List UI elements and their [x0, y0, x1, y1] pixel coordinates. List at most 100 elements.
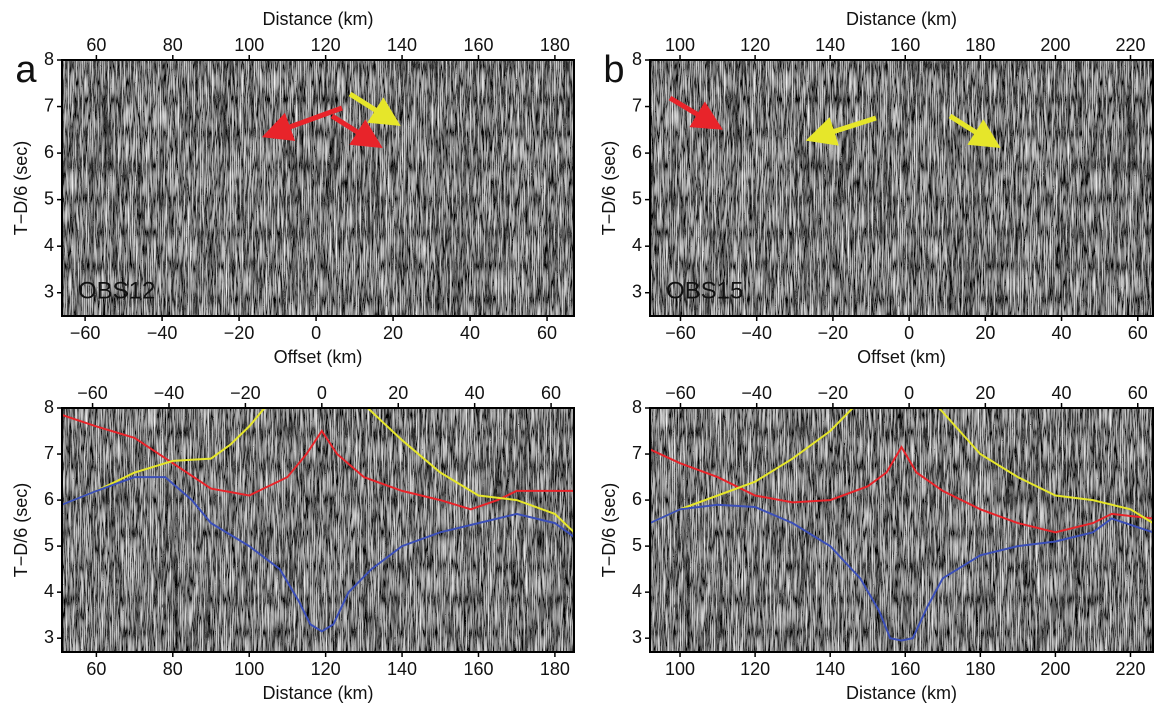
station-label: OBS12: [78, 277, 155, 304]
seismic-background: [650, 408, 1153, 652]
annotation-arrows: [261, 91, 1001, 149]
y-tick-label: 5: [44, 535, 54, 555]
plot-frame: [61, 407, 575, 653]
x-tick-label: 120: [740, 659, 770, 679]
x-tick-label: −40: [741, 323, 772, 343]
seismic-background: [62, 408, 574, 652]
x2-tick-label: 20: [388, 383, 408, 403]
panel-label: a: [15, 49, 37, 91]
y-tick-label: 3: [44, 627, 54, 647]
station-label: OBS15: [666, 277, 743, 304]
x2-axis-label: Distance (km): [262, 9, 373, 29]
x-tick-label: 60: [86, 659, 106, 679]
x-tick-label: 100: [234, 659, 264, 679]
x-tick-label: 180: [540, 659, 570, 679]
y-tick-label: 3: [632, 281, 642, 301]
x-tick-label: 200: [1040, 659, 1070, 679]
seismic-background: [650, 60, 1153, 316]
y-tick-label: 8: [632, 397, 642, 417]
travel-time-curve: [62, 476, 574, 633]
x2-tick-label: 0: [904, 383, 914, 403]
arrow: [668, 95, 723, 130]
x-tick-label: 0: [904, 323, 914, 343]
y-tick-label: 5: [44, 188, 54, 208]
panel: 3 4 5 6 7 8 100 120 140 160 180 200 220 −60 −40 −20 0 20 4…: [599, 383, 1154, 703]
x-tick-label: 160: [890, 659, 920, 679]
x-axis-label: Distance (km): [262, 683, 373, 703]
x2-tick-label: 160: [463, 35, 493, 55]
plot-frame: [649, 407, 1154, 653]
plot-frame: [61, 59, 575, 317]
x2-tick-label: −20: [230, 383, 261, 403]
x-tick-label: 40: [1052, 323, 1072, 343]
x-tick-label: 100: [665, 659, 695, 679]
x-tick-label: 80: [163, 659, 183, 679]
x-tick-label: 180: [965, 659, 995, 679]
y-axis-label: T−D/6 (sec): [11, 483, 31, 578]
arrow: [948, 113, 1001, 149]
arrow: [330, 113, 383, 149]
x-tick-label: 0: [311, 323, 321, 343]
y-tick-label: 5: [632, 535, 642, 555]
y-tick-label: 6: [632, 489, 642, 509]
y-tick-label: 6: [44, 489, 54, 509]
y-axis-label: T−D/6 (sec): [11, 141, 31, 236]
y-tick-label: 7: [44, 443, 54, 463]
x2-tick-label: 60: [86, 35, 106, 55]
x2-tick-label: 40: [1052, 383, 1072, 403]
y-tick-label: 8: [44, 397, 54, 417]
x2-tick-label: 0: [317, 383, 327, 403]
x-axis-label: Offset (km): [857, 347, 946, 367]
y-tick-label: 4: [44, 235, 54, 255]
x2-tick-label: 140: [815, 35, 845, 55]
x2-tick-label: −60: [77, 383, 108, 403]
arrow: [805, 115, 877, 146]
x2-tick-label: 180: [540, 35, 570, 55]
x-axis-label: Distance (km): [846, 683, 957, 703]
x-tick-label: 220: [1115, 659, 1145, 679]
x-tick-label: 140: [815, 659, 845, 679]
x2-tick-label: 40: [465, 383, 485, 403]
x-tick-label: 160: [463, 659, 493, 679]
x-tick-label: −40: [147, 323, 178, 343]
y-tick-label: 4: [632, 581, 642, 601]
x2-tick-label: 60: [541, 383, 561, 403]
plot-frame: [649, 59, 1154, 317]
x-axis-label: Offset (km): [274, 347, 363, 367]
x-tick-label: 140: [387, 659, 417, 679]
x2-tick-label: 20: [975, 383, 995, 403]
panel-label: b: [603, 49, 624, 91]
y-tick-label: 5: [632, 188, 642, 208]
y-tick-label: 3: [44, 281, 54, 301]
x2-tick-label: 60: [1128, 383, 1148, 403]
arrow: [261, 105, 343, 141]
x-tick-label: 60: [1128, 323, 1148, 343]
y-tick-label: 3: [632, 627, 642, 647]
y-tick-label: 7: [632, 443, 642, 463]
x2-tick-label: 100: [665, 35, 695, 55]
x2-tick-label: 120: [311, 35, 341, 55]
seismic-background: [62, 60, 574, 316]
y-tick-label: 4: [632, 235, 642, 255]
y-tick-label: 6: [44, 142, 54, 162]
panel: 3 4 5 6 7 8 60 80 100 120 140 160 180 −60 −40 −20 0 20 40 6…: [11, 383, 575, 703]
x-tick-label: −20: [224, 323, 255, 343]
x-tick-label: 40: [460, 323, 480, 343]
x-tick-label: 60: [537, 323, 557, 343]
y-axis-label: T−D/6 (sec): [599, 483, 619, 578]
panel: 3 4 5 6 7 8 −60 −40 −20 0 20 40 60 100 120 140 160 180 200…: [599, 9, 1154, 367]
x2-tick-label: 160: [890, 35, 920, 55]
x-tick-label: −20: [818, 323, 849, 343]
x2-tick-label: 100: [234, 35, 264, 55]
x2-tick-label: −40: [741, 383, 772, 403]
y-tick-label: 7: [632, 95, 642, 115]
x2-tick-label: 220: [1115, 35, 1145, 55]
y-tick-label: 4: [44, 581, 54, 601]
x2-tick-label: −20: [818, 383, 849, 403]
travel-time-curve: [650, 445, 1153, 534]
y-tick-label: 6: [632, 142, 642, 162]
y-axis-label: T−D/6 (sec): [599, 141, 619, 236]
x2-tick-label: −40: [154, 383, 185, 403]
